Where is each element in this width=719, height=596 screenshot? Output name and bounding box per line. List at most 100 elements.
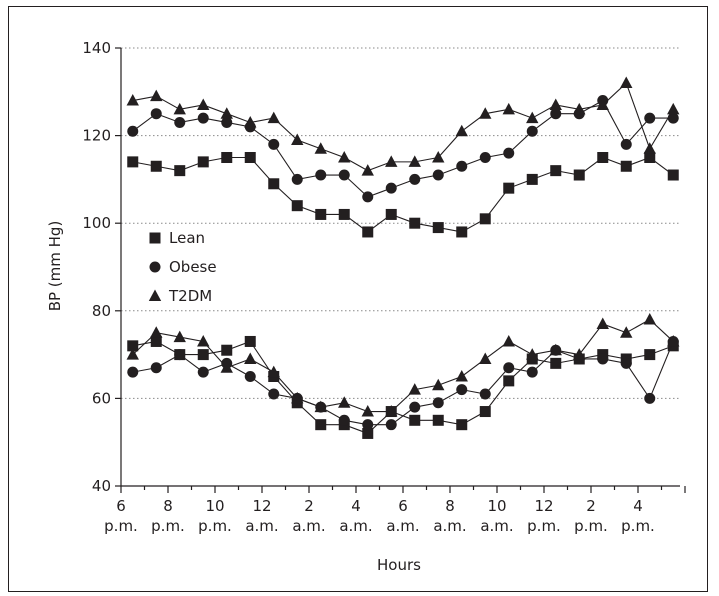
data-point-obese — [620, 357, 632, 369]
data-point-obese — [338, 414, 350, 426]
data-point-lean — [127, 156, 139, 168]
x-tick-label-period: a.m. — [292, 517, 325, 535]
y-tick-label-40: 40 — [92, 477, 111, 495]
data-point-t2dm — [502, 334, 515, 347]
data-point-lean — [550, 357, 562, 369]
data-point-t2dm — [361, 405, 374, 417]
legend-label-lean: Lean — [169, 229, 205, 247]
x-tick-label-period: a.m. — [245, 517, 278, 535]
data-point-lean — [150, 160, 162, 172]
data-point-t2dm — [197, 98, 210, 110]
data-point-lean — [550, 165, 562, 177]
data-point-obese — [221, 116, 233, 128]
data-point-t2dm — [643, 313, 656, 325]
series-line-t2dm-systolic — [132, 82, 674, 172]
data-point-lean — [479, 406, 491, 418]
series-line-lean-diastolic — [132, 340, 674, 435]
data-point-lean — [127, 340, 139, 352]
x-tick-label-period: p.m. — [198, 517, 232, 535]
data-point-lean — [479, 213, 491, 225]
data-point-lean — [432, 222, 444, 234]
x-tick-label-hour: 12 — [252, 497, 271, 515]
y-tick-label-80: 80 — [92, 302, 111, 320]
x-tick-label-period: p.m. — [574, 517, 608, 535]
data-point-t2dm — [620, 76, 633, 89]
data-point-obese — [362, 419, 374, 431]
data-point-obese — [432, 169, 444, 181]
data-point-t2dm — [220, 361, 233, 373]
data-point-lean — [244, 335, 256, 347]
data-point-t2dm — [596, 98, 609, 110]
data-point-obese — [244, 371, 256, 382]
data-point-lean — [315, 419, 327, 431]
data-point-t2dm — [267, 111, 280, 124]
series-line-obese-systolic — [132, 99, 674, 198]
data-point-t2dm — [549, 343, 562, 356]
data-point-t2dm — [150, 89, 163, 102]
data-point-t2dm — [291, 133, 304, 145]
data-point-obese — [150, 108, 162, 120]
data-point-obese — [526, 125, 538, 137]
x-tick-label-period: a.m. — [339, 517, 372, 535]
x-tick-label-hour: 8 — [445, 497, 455, 515]
x-tick-label-hour: 12 — [534, 497, 553, 515]
data-point-lean — [644, 349, 656, 361]
x-tick-label-hour: 4 — [351, 497, 361, 515]
data-point-obese — [620, 138, 632, 150]
data-point-obese — [503, 362, 515, 374]
data-point-obese — [174, 349, 186, 361]
legend-marker-lean — [149, 232, 161, 244]
data-point-lean — [244, 152, 256, 163]
x-tick-label-period: p.m. — [104, 517, 138, 535]
data-point-obese — [409, 173, 421, 185]
data-point-t2dm — [526, 348, 539, 360]
data-point-obese — [127, 125, 139, 137]
data-point-lean — [291, 200, 303, 212]
data-point-t2dm — [291, 391, 304, 404]
series-obese-systolic — [127, 95, 679, 203]
x-tick-label-period: a.m. — [386, 517, 419, 535]
data-point-lean — [385, 208, 397, 220]
data-point-t2dm — [408, 155, 421, 167]
data-point-obese — [456, 160, 468, 172]
data-point-lean — [221, 344, 233, 356]
data-point-lean — [197, 349, 209, 361]
x-tick-label-hour: 10 — [487, 497, 506, 515]
data-point-t2dm — [126, 348, 139, 360]
data-point-lean — [503, 375, 515, 387]
y-tick-label-100: 100 — [82, 214, 111, 232]
data-point-obese — [667, 112, 679, 124]
data-point-t2dm — [220, 107, 233, 119]
data-point-obese — [315, 169, 327, 181]
series-line-t2dm-diastolic — [132, 318, 674, 413]
data-point-t2dm — [408, 383, 421, 395]
data-point-obese — [197, 112, 209, 124]
data-point-obese — [479, 388, 491, 400]
data-point-t2dm — [479, 107, 492, 119]
data-point-obese — [432, 397, 444, 409]
x-tick-label-hour: 6 — [398, 497, 408, 515]
data-point-obese — [174, 116, 186, 128]
axes: 40 60 80 100 120 140 6 p.m. 8 p.m. 10 p.m. 12 a.m. 2 a.… — [82, 39, 686, 535]
x-tick-label-hour: 2 — [304, 497, 314, 515]
x-tick-label-hour: 6 — [116, 497, 126, 515]
x-tick-label-period: a.m. — [433, 517, 466, 535]
y-tick-label-60: 60 — [92, 389, 111, 407]
legend-marker-t2dm — [148, 289, 162, 301]
data-point-lean — [362, 427, 374, 439]
data-point-obese — [479, 152, 491, 163]
data-point-lean — [644, 152, 656, 163]
data-point-t2dm — [244, 115, 257, 128]
data-point-obese — [456, 384, 468, 396]
x-axis-label: Hours — [377, 556, 421, 574]
data-point-lean — [667, 169, 679, 181]
data-point-obese — [385, 182, 397, 194]
y-tick-label-140: 140 — [82, 39, 111, 57]
x-tick-label-period: p.m. — [621, 517, 655, 535]
legend-marker-obese — [149, 261, 161, 273]
chart-frame — [8, 6, 708, 592]
data-point-t2dm — [526, 111, 539, 124]
data-point-t2dm — [314, 142, 327, 154]
data-point-t2dm — [455, 124, 468, 137]
